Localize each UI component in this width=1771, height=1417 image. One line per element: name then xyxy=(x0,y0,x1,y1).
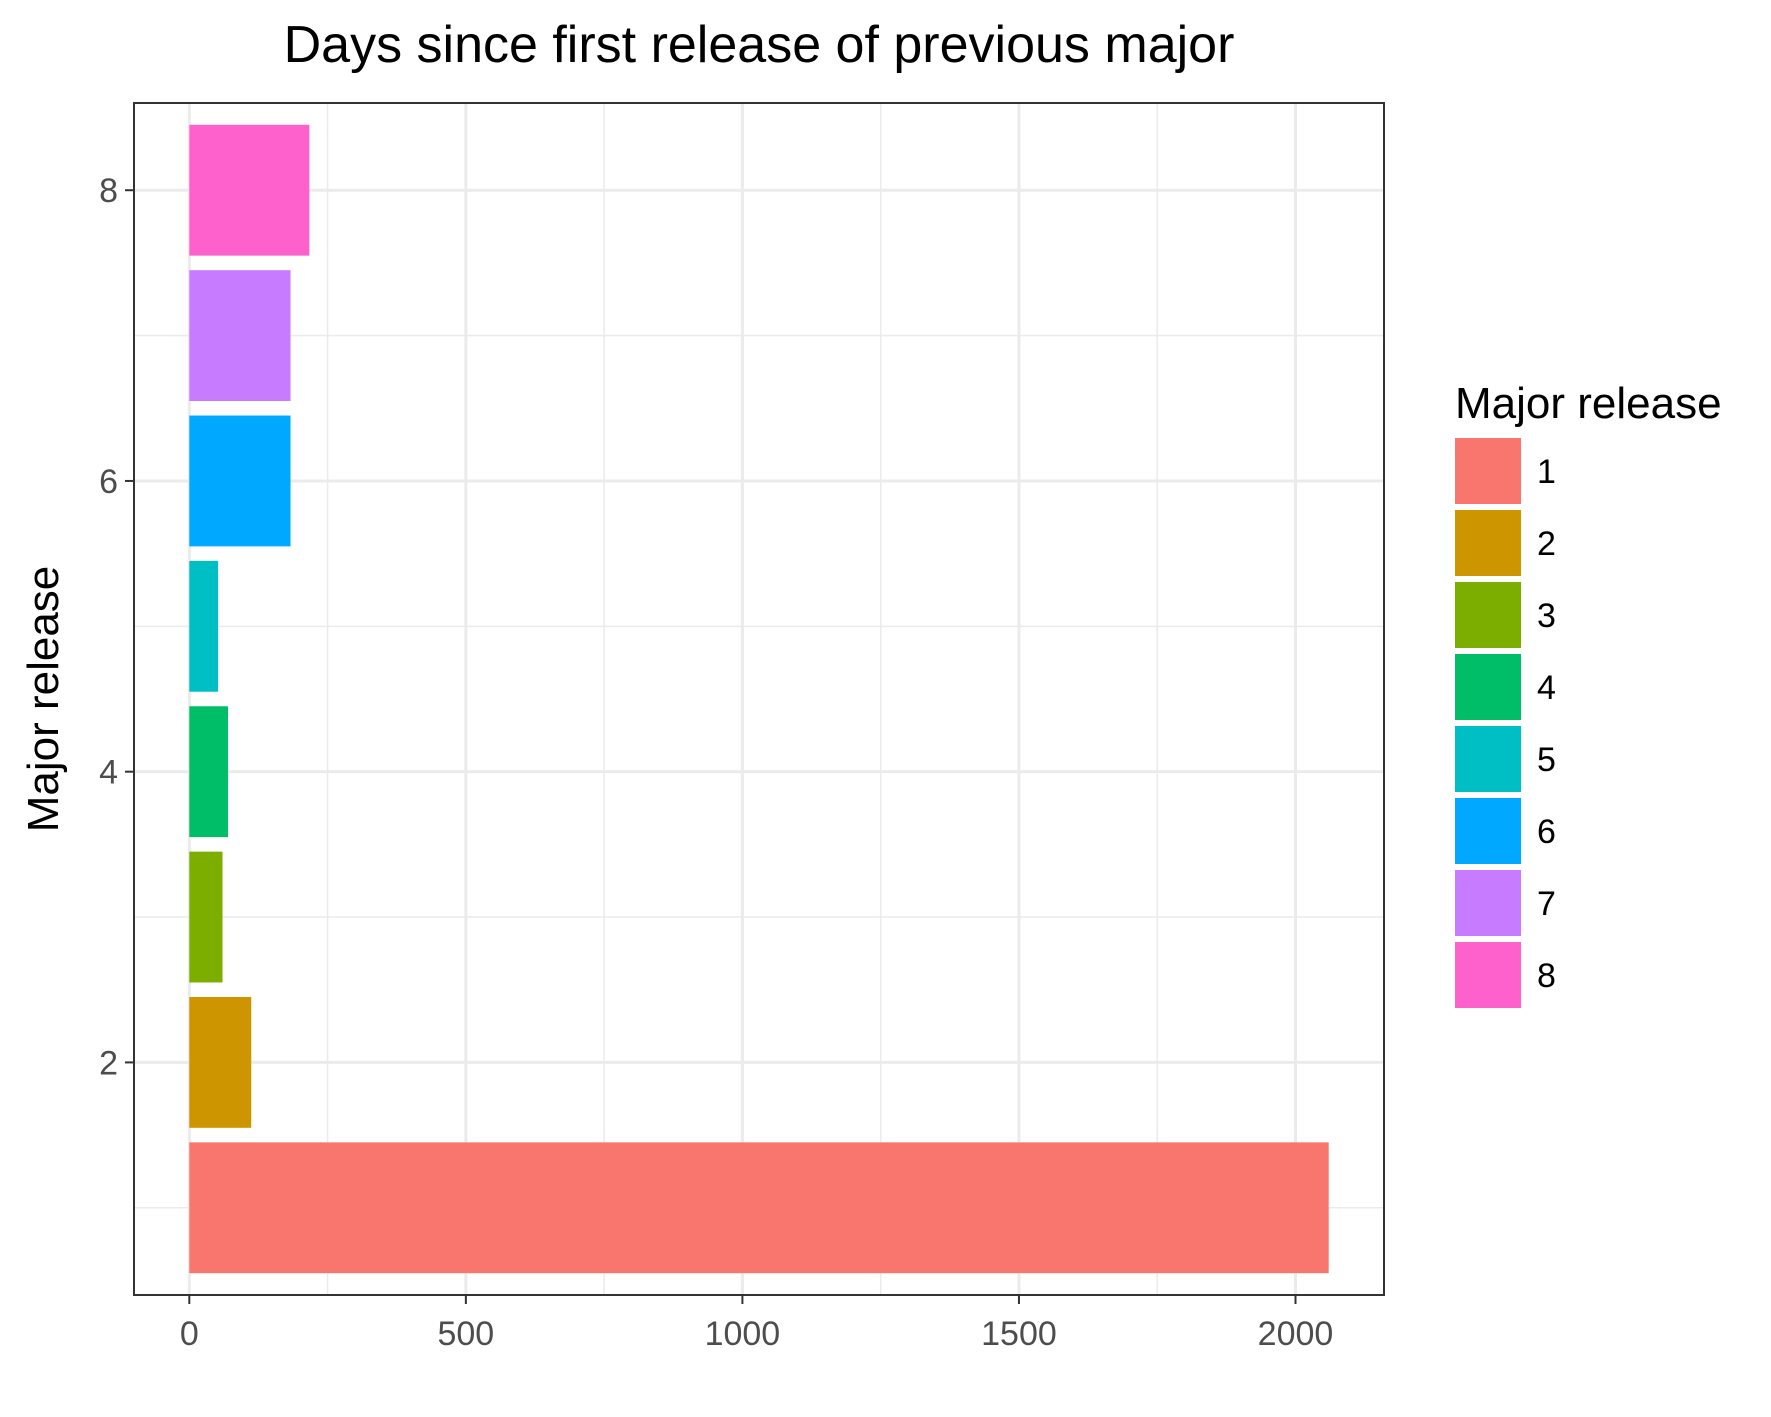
panel-background xyxy=(134,103,1384,1295)
x-tick-label: 1500 xyxy=(981,1315,1057,1353)
y-axis-title: Major release xyxy=(19,566,68,833)
legend-key-1 xyxy=(1455,438,1521,504)
panel-border xyxy=(133,102,1385,1296)
axes: 0 500 1000 1500 2000 2 4 6 8 xyxy=(99,172,1333,1353)
bar-major-release-2 xyxy=(189,997,252,1128)
x-tick-label: 1000 xyxy=(705,1315,781,1353)
x-tick-label: 0 xyxy=(180,1315,199,1353)
legend-label-3: 3 xyxy=(1537,597,1556,635)
bar-major-release-7 xyxy=(189,270,291,401)
legend-title: Major release xyxy=(1455,379,1722,428)
y-tick-label: 6 xyxy=(99,463,118,501)
legend-label-1: 1 xyxy=(1537,453,1556,491)
legend-label-7: 7 xyxy=(1537,885,1556,923)
x-tick-label: 500 xyxy=(437,1315,494,1353)
bar-major-release-4 xyxy=(189,706,229,838)
legend-key-7 xyxy=(1455,870,1521,936)
y-tick-label: 2 xyxy=(99,1044,118,1082)
legend-key-8 xyxy=(1455,942,1521,1008)
legend: Major release 1 2 3 4 5 6 7 8 xyxy=(1455,379,1722,1008)
grid-lines xyxy=(134,103,1384,1295)
bar-major-release-1 xyxy=(189,1142,1329,1274)
legend-label-8: 8 xyxy=(1537,957,1556,995)
bars xyxy=(189,124,1329,1274)
bar-major-release-8 xyxy=(189,124,310,256)
y-tick-label: 4 xyxy=(99,754,118,792)
legend-key-3 xyxy=(1455,582,1521,648)
bar-major-release-6 xyxy=(189,415,291,547)
legend-label-6: 6 xyxy=(1537,813,1556,851)
legend-key-2 xyxy=(1455,510,1521,576)
legend-label-4: 4 xyxy=(1537,669,1556,707)
bar-major-release-3 xyxy=(189,851,223,983)
legend-key-5 xyxy=(1455,726,1521,792)
chart-title: Days since first release of previous maj… xyxy=(284,16,1235,74)
bar-major-release-5 xyxy=(189,560,219,692)
legend-key-6 xyxy=(1455,798,1521,864)
legend-key-4 xyxy=(1455,654,1521,720)
y-tick-label: 8 xyxy=(99,172,118,210)
x-tick-label: 2000 xyxy=(1258,1315,1334,1353)
legend-label-5: 5 xyxy=(1537,741,1556,779)
legend-label-2: 2 xyxy=(1537,525,1556,563)
